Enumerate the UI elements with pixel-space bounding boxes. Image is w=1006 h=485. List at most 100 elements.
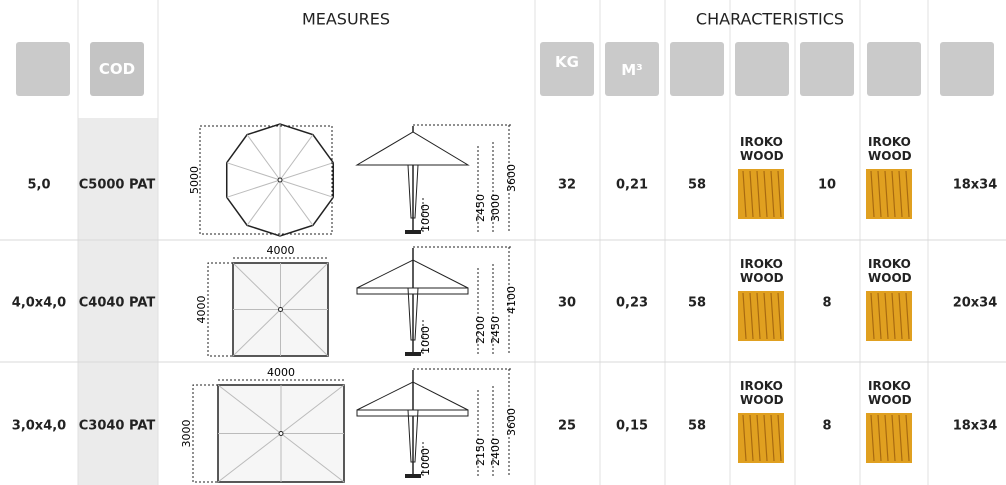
dimension-label: 4000 <box>267 244 295 257</box>
pole-material: IROKO WOOD <box>740 135 784 163</box>
rib <box>217 384 282 434</box>
dimension-label: 3000 <box>489 194 502 222</box>
folded-cover <box>407 287 419 341</box>
dimension-box <box>199 125 333 235</box>
column-icon <box>670 42 724 96</box>
column-icon <box>16 42 70 96</box>
wood-grain <box>870 292 875 340</box>
cod-icon-label: COD <box>98 60 136 78</box>
m3-icon-label: M³ <box>621 61 643 79</box>
pole-material: IROKO WOOD <box>740 379 784 407</box>
characteristics-header: CHARACTERISTICS <box>695 9 845 29</box>
wood-grain <box>749 292 754 340</box>
wood-grain <box>877 292 882 340</box>
wood-grain <box>742 414 747 462</box>
folded-cover <box>407 409 419 463</box>
column-icon <box>867 42 921 96</box>
rib <box>279 162 334 181</box>
dimension-label: 2450 <box>489 316 502 344</box>
rib <box>226 162 281 181</box>
wood-grain <box>777 170 782 218</box>
code: C5000 PAT <box>78 177 156 193</box>
ribs: 8 <box>822 418 832 434</box>
wood-grain <box>777 414 782 462</box>
dimension-label: 3600 <box>505 164 518 192</box>
canopy-side <box>355 131 470 166</box>
wood-grain <box>898 170 903 218</box>
hub <box>278 307 283 312</box>
section: 18x34 <box>952 177 998 193</box>
wood-grain <box>884 170 889 218</box>
wood-grain <box>763 292 768 340</box>
wood-grain <box>749 170 754 218</box>
dimension-label: 5000 <box>188 166 201 194</box>
wood-grain <box>905 292 910 340</box>
dimension-line <box>192 384 218 483</box>
rib <box>280 309 329 357</box>
wood-grain <box>884 414 889 462</box>
column-icon <box>540 42 594 96</box>
volume: 0,23 <box>615 295 649 311</box>
wood-grain <box>742 292 747 340</box>
volume: 0,15 <box>615 418 649 434</box>
dimension-label: 2450 <box>474 194 487 222</box>
base <box>405 230 421 234</box>
canopy-top <box>356 381 469 411</box>
wood-grain <box>905 414 910 462</box>
canopy-side <box>356 287 469 295</box>
code: C4040 PAT <box>78 295 156 311</box>
wood-grain <box>891 170 896 218</box>
frame-material: IROKO WOOD <box>868 135 912 163</box>
weight: 30 <box>557 295 577 311</box>
dimension-label: 1000 <box>419 448 432 476</box>
column-icon <box>940 42 994 96</box>
wood-grain <box>777 292 782 340</box>
rib <box>232 309 281 357</box>
column-icon <box>90 42 144 96</box>
wood-grain <box>898 292 903 340</box>
measures-header: MEASURES <box>301 9 391 29</box>
dimension-label: 2400 <box>489 438 502 466</box>
rib <box>279 134 314 181</box>
dimension-label: 4000 <box>267 366 295 379</box>
wood-grain <box>763 170 768 218</box>
rib <box>280 433 345 483</box>
weight: 25 <box>557 418 577 434</box>
wood-grain <box>770 414 775 462</box>
rib <box>217 433 282 483</box>
wood-grain <box>877 414 882 462</box>
rib <box>246 179 281 226</box>
ribs: 8 <box>822 295 832 311</box>
dimension-label: 2150 <box>474 438 487 466</box>
kg-icon-label: KG <box>555 53 579 71</box>
dimension-label: 3000 <box>180 420 193 448</box>
pole-material: IROKO WOOD <box>740 257 784 285</box>
diameter: 58 <box>687 177 707 193</box>
base <box>405 352 421 356</box>
ribs: 10 <box>817 177 837 193</box>
frame-material: IROKO WOOD <box>868 379 912 407</box>
dimension-label: 4000 <box>195 296 208 324</box>
canopy-top <box>356 259 469 289</box>
folded-cover <box>407 164 419 219</box>
wood-grain <box>763 414 768 462</box>
hub <box>277 177 283 183</box>
wood-grain <box>884 292 889 340</box>
rib <box>280 384 345 434</box>
dimension-label: 3600 <box>505 408 518 436</box>
diameter: 58 <box>687 295 707 311</box>
rib <box>226 179 281 198</box>
wood-grain <box>742 170 747 218</box>
wood-grain <box>756 414 761 462</box>
volume: 0,21 <box>615 177 649 193</box>
size: 4,0x4,0 <box>11 295 67 311</box>
code: C3040 PAT <box>78 418 156 434</box>
frame-material: IROKO WOOD <box>868 257 912 285</box>
section: 20x34 <box>952 295 998 311</box>
dimension-line <box>207 262 233 357</box>
section: 18x34 <box>952 418 998 434</box>
column-icon <box>605 42 659 96</box>
wood-grain <box>749 414 754 462</box>
diameter: 58 <box>687 418 707 434</box>
